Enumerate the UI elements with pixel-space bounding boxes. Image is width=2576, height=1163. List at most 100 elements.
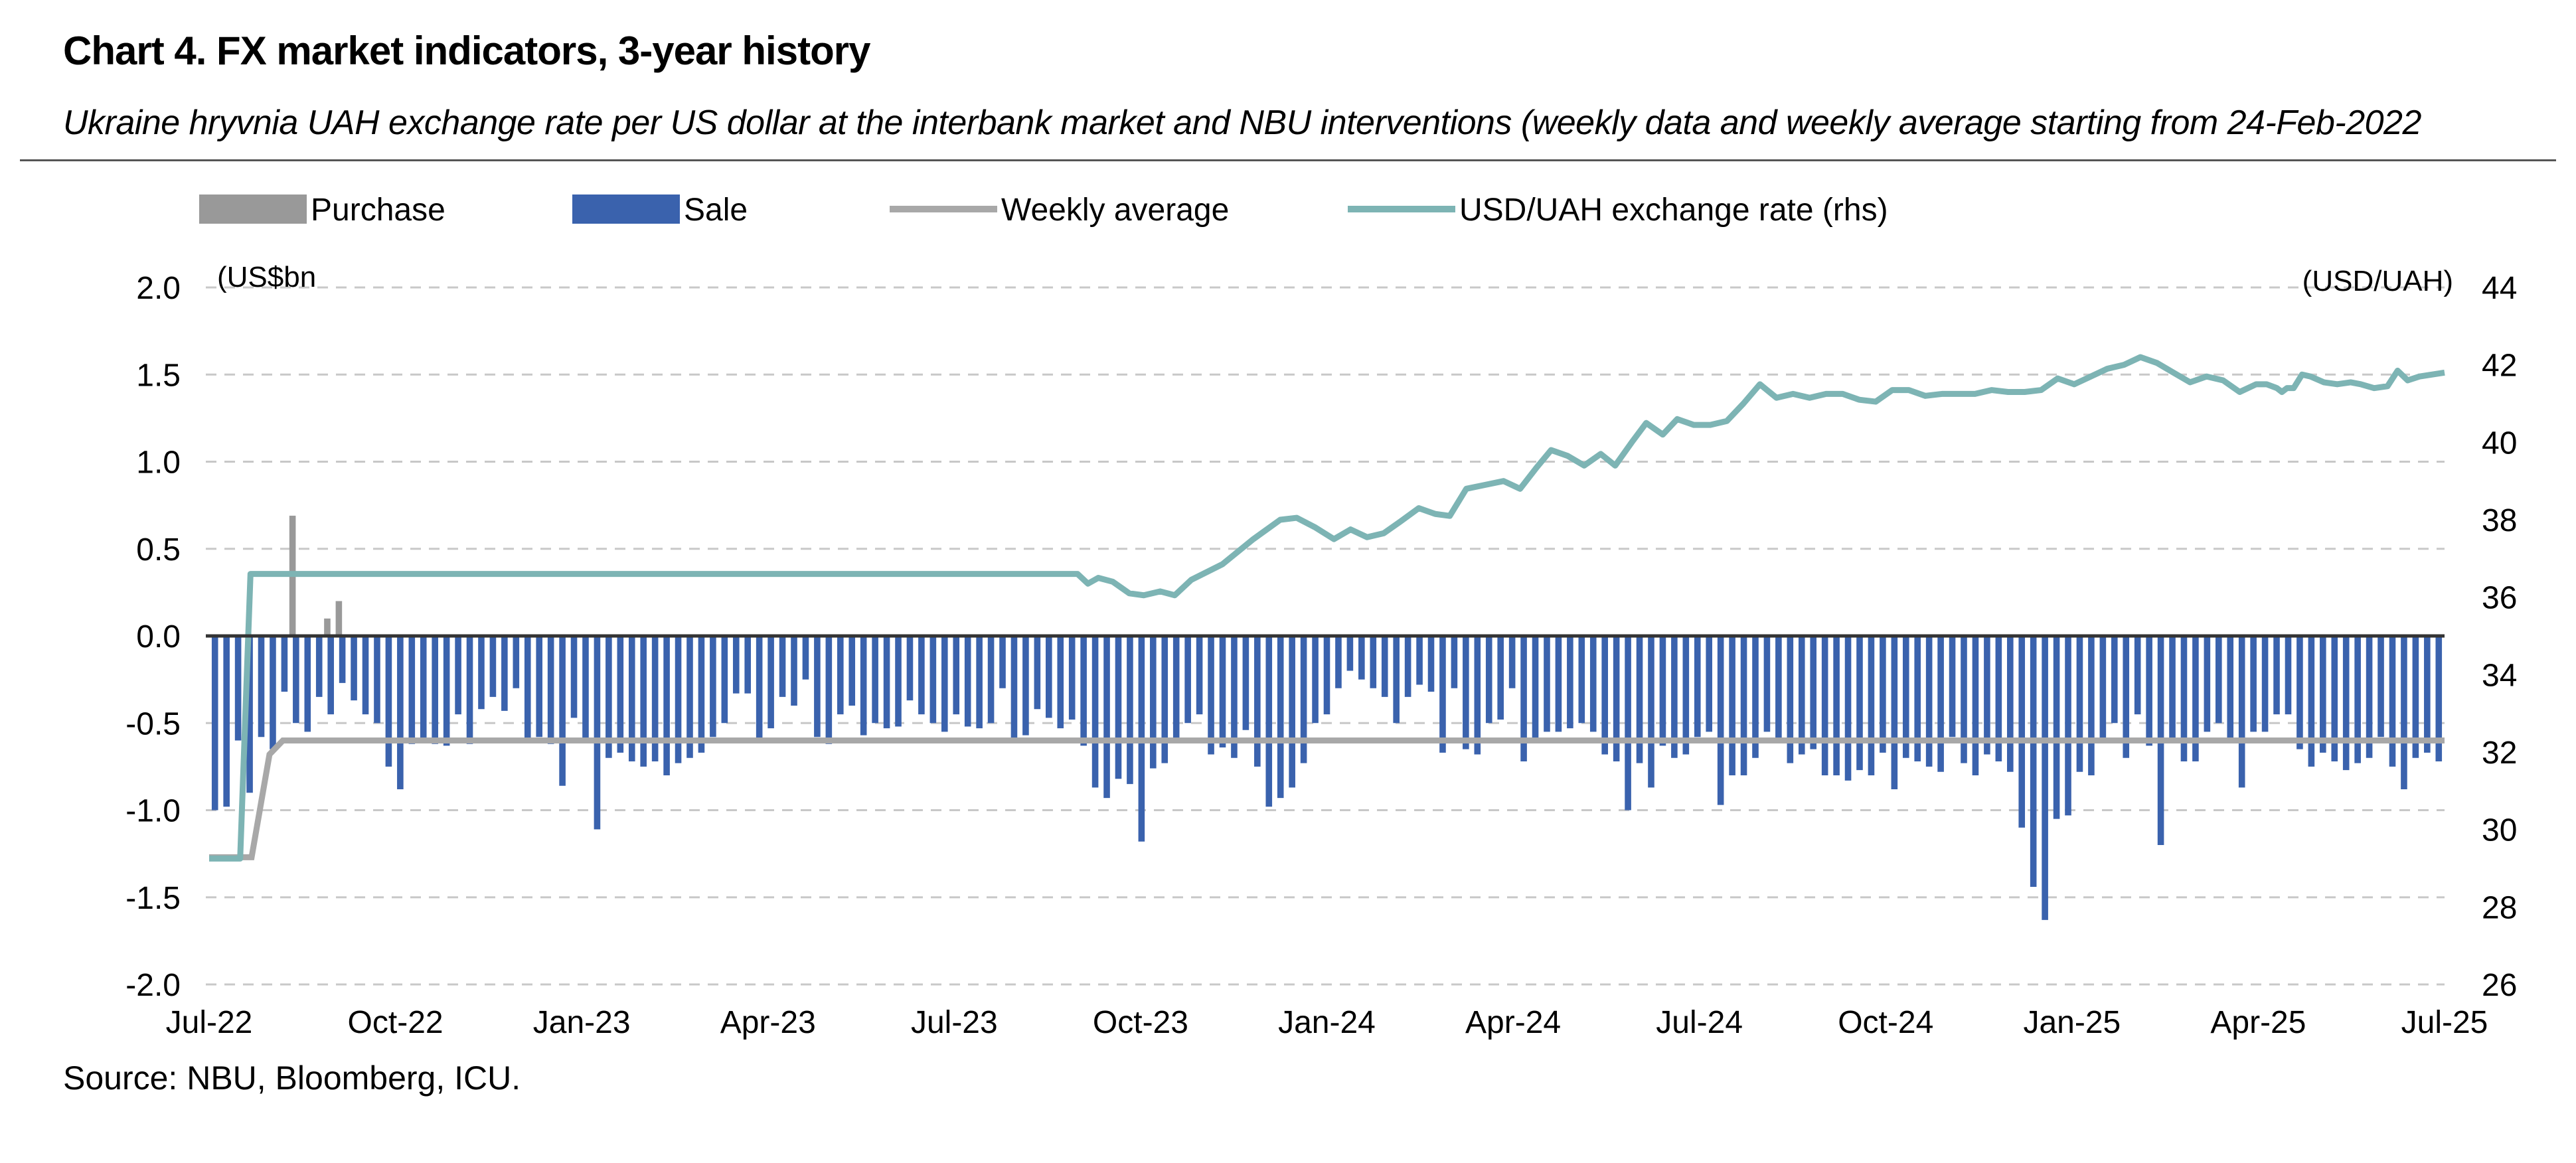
sale-bar bbox=[2204, 636, 2211, 732]
chart-title: Chart 4. FX market indicators, 3-year hi… bbox=[63, 29, 870, 73]
sale-bar bbox=[2238, 636, 2245, 788]
sale-bar bbox=[663, 636, 670, 775]
sale-bar bbox=[2099, 636, 2107, 741]
x-tick-label: Oct-22 bbox=[348, 1005, 443, 1040]
legend-label-1: Sale bbox=[684, 193, 748, 228]
sale-bar bbox=[1300, 636, 1307, 763]
right-tick-label: 26 bbox=[2482, 968, 2517, 1003]
sale-bar bbox=[779, 636, 786, 697]
sale-bar bbox=[941, 636, 948, 732]
grid-lines bbox=[206, 286, 2445, 986]
sale-bar bbox=[1231, 636, 1238, 758]
sale-bar bbox=[1601, 636, 1608, 755]
right-axis-unit-label: (USD/UAH) bbox=[2302, 265, 2453, 297]
sale-bar bbox=[1798, 636, 1805, 755]
sale-bar bbox=[732, 636, 740, 694]
sale-bar bbox=[1648, 636, 1654, 788]
purchase-bar bbox=[335, 601, 343, 636]
sale-bar bbox=[594, 636, 601, 830]
sale-bar bbox=[628, 636, 635, 761]
sale-bar bbox=[1439, 636, 1446, 753]
sale-bar bbox=[964, 636, 971, 727]
sale-bar bbox=[1010, 636, 1018, 741]
sale-bar bbox=[2285, 636, 2292, 715]
left-tick-label: 2.0 bbox=[136, 271, 181, 306]
sale-bar bbox=[640, 636, 647, 767]
sale-bar bbox=[1636, 636, 1643, 763]
sale-bar bbox=[987, 636, 995, 724]
sale-bar bbox=[2424, 636, 2431, 753]
sale-bar bbox=[2261, 636, 2269, 732]
sale-bar bbox=[1068, 636, 1076, 720]
sale-bar bbox=[2192, 636, 2199, 761]
sale-bar bbox=[1625, 636, 1631, 811]
x-tick-label: Apr-24 bbox=[1465, 1005, 1561, 1040]
sale-bar bbox=[1868, 636, 1875, 775]
sale-bar bbox=[2146, 636, 2152, 746]
sale-bar bbox=[582, 636, 589, 741]
sale-bar bbox=[1856, 636, 1863, 771]
sale-bar bbox=[1022, 636, 1029, 736]
sale-bar bbox=[1821, 636, 1828, 775]
legend-swatch-0 bbox=[199, 194, 307, 224]
sale-bar bbox=[1034, 636, 1041, 710]
sale-bar bbox=[721, 636, 728, 724]
sale-bar bbox=[1346, 636, 1354, 671]
sale-bar bbox=[1254, 636, 1261, 767]
right-tick-label: 28 bbox=[2482, 890, 2517, 925]
sale-bar bbox=[710, 636, 716, 737]
sale-bar bbox=[2042, 636, 2048, 920]
sale-bar bbox=[1775, 636, 1782, 741]
x-tick-label: Jan-24 bbox=[1278, 1005, 1376, 1040]
sale-bar bbox=[2401, 636, 2407, 789]
sale-bar bbox=[2018, 636, 2026, 828]
sale-bar bbox=[304, 636, 311, 732]
sale-bar bbox=[1682, 636, 1690, 755]
sale-bar bbox=[2273, 636, 2280, 715]
right-tick-label: 42 bbox=[2482, 349, 2517, 384]
sale-bar bbox=[1995, 636, 2002, 761]
bar-series bbox=[211, 515, 2443, 920]
x-tick-label: Jan-25 bbox=[2023, 1005, 2121, 1040]
left-tick-label: 0.0 bbox=[136, 619, 181, 655]
x-tick-label: Jul-23 bbox=[911, 1005, 998, 1040]
exchange-rate-line bbox=[209, 354, 2445, 862]
legend-swatch-1 bbox=[572, 194, 680, 224]
sale-bar bbox=[246, 636, 253, 793]
sale-bar bbox=[2227, 636, 2234, 741]
left-tick-label: -2.0 bbox=[125, 968, 181, 1003]
sale-bar bbox=[617, 636, 624, 753]
sale-bar bbox=[1427, 636, 1435, 692]
sale-bar bbox=[976, 636, 983, 729]
sale-bar bbox=[1451, 636, 1458, 688]
sale-bar bbox=[1567, 636, 1573, 729]
sale-bar bbox=[1961, 636, 1967, 763]
sale-bar bbox=[1184, 636, 1191, 724]
sale-bar bbox=[825, 636, 833, 744]
sale-bar bbox=[999, 636, 1006, 688]
sale-bar bbox=[1810, 636, 1817, 749]
x-tick-label: Jul-22 bbox=[166, 1005, 253, 1040]
sale-bar bbox=[258, 636, 265, 737]
sale-bar bbox=[1393, 636, 1400, 724]
sale-bar bbox=[802, 636, 809, 680]
sale-bar bbox=[2296, 636, 2303, 749]
sale-bar bbox=[1463, 636, 1469, 749]
sale-bar bbox=[1706, 636, 1713, 732]
x-tick-label: Jan-23 bbox=[533, 1005, 631, 1040]
sale-bar bbox=[744, 636, 752, 694]
x-tick-label: Apr-23 bbox=[720, 1005, 816, 1040]
sale-bar bbox=[1902, 636, 1909, 758]
sale-bar bbox=[605, 636, 612, 758]
sale-bar bbox=[1555, 636, 1562, 732]
sale-bar bbox=[1358, 636, 1365, 680]
x-tick-label: Jul-25 bbox=[2401, 1005, 2488, 1040]
sale-bar bbox=[501, 636, 508, 711]
sale-bar bbox=[651, 636, 659, 761]
x-tick-label: Apr-25 bbox=[2210, 1005, 2306, 1040]
sale-bar bbox=[2169, 636, 2176, 741]
legend-label-3: USD/UAH exchange rate (rhs) bbox=[1459, 193, 1888, 228]
sale-bar bbox=[293, 636, 299, 724]
sale-bar bbox=[1925, 636, 1933, 767]
